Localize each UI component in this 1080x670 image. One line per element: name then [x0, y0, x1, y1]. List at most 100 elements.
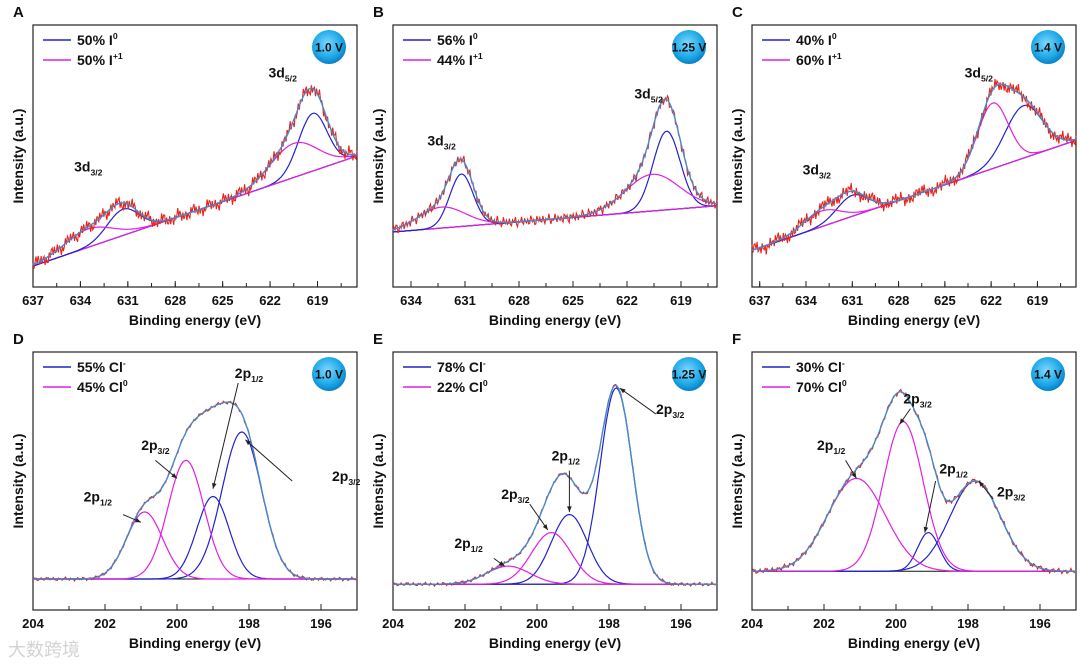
panel-e: E 204 202 200 198 196 Binding energy (eV) Inten…	[370, 331, 718, 651]
peak-label: 2p1/2	[454, 535, 483, 554]
peak-label: 2p3/2	[141, 437, 170, 456]
x-tick-label: 204	[382, 616, 404, 631]
legend-entry-main: 30% Cl	[796, 359, 842, 375]
peak-label: 3d5/2	[269, 64, 298, 83]
x-tick-label: 631	[841, 293, 863, 308]
x-tick-label: 204	[22, 616, 44, 631]
peak-label: 3d5/2	[965, 64, 994, 83]
x-tick-label: 628	[508, 293, 530, 308]
x-tick-label: 634	[70, 293, 92, 308]
x-tick-label: 619	[670, 293, 692, 308]
legend-entry-main: 70% Cl	[796, 379, 842, 395]
voltage-badge-circle	[672, 357, 706, 391]
peak-label-sub: 1/2	[251, 374, 263, 384]
peak-label-sub: 1/2	[568, 456, 580, 466]
legend-entry: 55% Cl-	[77, 358, 126, 375]
voltage-badge-label: 1.0 V	[315, 41, 343, 55]
x-tick-label: 198	[598, 616, 620, 631]
plot-frame	[392, 24, 718, 288]
x-tick-label: 196	[310, 616, 332, 631]
x-tick-label: 200	[526, 616, 548, 631]
experimental-line	[32, 400, 358, 582]
arrow-head-icon	[923, 526, 929, 533]
component-peak-2	[752, 421, 1076, 572]
plot-frame	[751, 351, 1077, 611]
panel-letter: B	[373, 4, 384, 21]
peak-label-main: 3d	[965, 64, 981, 80]
x-tick-label: 631	[117, 293, 139, 308]
voltage-badge-circle	[1031, 30, 1065, 64]
component-peak-0	[393, 387, 717, 585]
peak-label-sub: 3/2	[90, 168, 102, 178]
peak-label: 3d3/2	[74, 159, 103, 178]
x-tick-label: 202	[94, 616, 116, 631]
x-tick-label: 200	[166, 616, 188, 631]
voltage-badge-label: 1.4 V	[1034, 368, 1062, 382]
x-tick-label: 625	[934, 293, 956, 308]
x-tick-label: 196	[1029, 616, 1051, 631]
peak-label-sub: 3/2	[348, 477, 360, 487]
peak-label-main: 2p	[235, 365, 251, 381]
legend-entry-sup: +1	[832, 51, 842, 61]
x-tick-label: 619	[1027, 293, 1049, 308]
watermark: 大数跨境	[8, 640, 80, 661]
panel-d: D 204 202 200 198 196 Binding energy (eV) Inten…	[10, 331, 361, 651]
peak-label-main: 2p	[656, 401, 672, 417]
panel-letter: F	[732, 331, 741, 348]
x-tick-label: 196	[670, 616, 692, 631]
peak-label-sub: 1/2	[956, 469, 968, 479]
y-axis-label: Intensity (a.u.)	[10, 434, 26, 529]
legend-entry-sup: 0	[842, 378, 847, 388]
legend-entry: 44% I+1	[437, 51, 483, 68]
peak-label-sub: 3/2	[444, 142, 456, 152]
legend-entry-main: 50% I	[77, 52, 113, 68]
envelope-fit-line	[752, 391, 1076, 572]
peak-label-main: 2p	[552, 447, 568, 463]
envelope-fit-line	[751, 83, 1077, 251]
legend-entry-sup: -	[123, 358, 126, 368]
legend-entry-sup: -	[483, 358, 486, 368]
peak-label: 2p1/2	[817, 437, 846, 456]
x-tick-label: 622	[980, 293, 1002, 308]
x-tick-label: 637	[749, 293, 771, 308]
legend-entry: 22% Cl0	[437, 378, 488, 395]
x-tick-label: 628	[164, 293, 186, 308]
x-tick-label: 634	[400, 293, 422, 308]
peak-label-main: 3d	[803, 161, 819, 177]
peak-label-main: 2p	[501, 486, 517, 502]
legend-entry-main: 55% Cl	[77, 359, 123, 375]
x-tick-label: 202	[813, 616, 835, 631]
panel-letter: E	[373, 331, 383, 348]
x-tick-label: 198	[957, 616, 979, 631]
peak-label-sub: 3/2	[158, 446, 170, 456]
envelope-fit-line	[392, 98, 718, 231]
component-peak-0	[32, 112, 358, 267]
peak-label: 2p1/2	[84, 489, 113, 508]
peak-label-main: 3d	[427, 133, 443, 149]
component-peak-1	[752, 531, 1076, 572]
x-tick-label: 625	[562, 293, 584, 308]
arrow-head-icon	[245, 439, 252, 446]
peak-label-sub: 5/2	[651, 94, 663, 104]
component-peak-2	[33, 459, 357, 580]
peak-label-main: 2p	[817, 437, 833, 453]
y-axis-label: Intensity (a.u.)	[729, 434, 745, 529]
legend-entry-sup: 0	[832, 31, 837, 41]
x-tick-label: 628	[888, 293, 910, 308]
legend-entry: 50% I+1	[77, 51, 123, 68]
legend-entry-sup: +1	[113, 51, 123, 61]
arrow-head-icon	[542, 524, 548, 531]
x-tick-label: 625	[212, 293, 234, 308]
experimental-line	[751, 79, 1077, 255]
panel-letter: C	[732, 4, 743, 21]
arrow-head-icon	[978, 481, 985, 487]
component-peak-1	[751, 102, 1077, 251]
legend-entry: 50% I0	[77, 31, 118, 48]
x-axis-label: Binding energy (eV)	[848, 635, 980, 651]
voltage-badge-circle	[312, 357, 346, 391]
panel-letter: D	[13, 331, 24, 348]
experimental-line	[392, 94, 718, 234]
peak-label-main: 2p	[454, 535, 470, 551]
peak-label: 3d3/2	[427, 133, 456, 152]
plot-frame	[32, 351, 358, 611]
